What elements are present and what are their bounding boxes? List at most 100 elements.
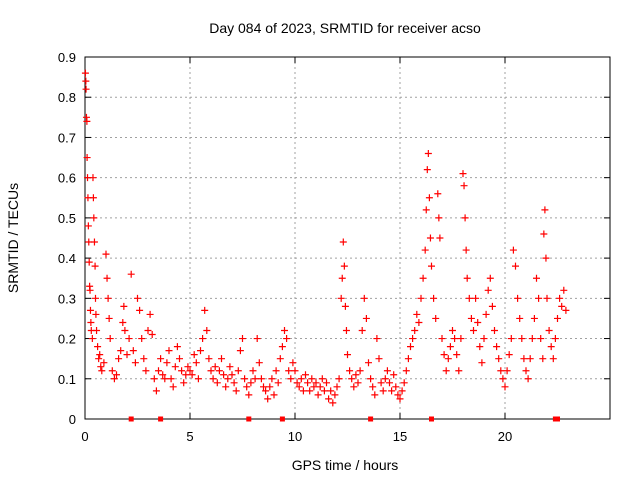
data-point <box>182 371 190 379</box>
data-point <box>367 375 375 383</box>
data-point <box>495 355 503 363</box>
data-point <box>524 375 532 383</box>
data-point <box>144 327 152 335</box>
data-point <box>434 190 442 198</box>
data-point <box>190 351 198 359</box>
data-point <box>96 351 104 359</box>
y-axis-label: SRMTID / TECUs <box>5 183 21 293</box>
data-point <box>318 375 326 383</box>
data-point <box>516 314 524 322</box>
data-point <box>203 327 211 335</box>
data-point <box>423 166 431 174</box>
data-point <box>228 371 236 379</box>
data-point <box>407 343 414 351</box>
data-point <box>338 274 346 282</box>
data-point <box>520 355 528 363</box>
data-point <box>480 335 488 343</box>
data-point <box>478 359 486 367</box>
data-point <box>436 234 444 242</box>
data-point <box>255 359 263 367</box>
data-point <box>87 318 95 326</box>
data-point <box>85 258 93 266</box>
data-point <box>430 294 438 302</box>
data-point <box>293 379 301 387</box>
data-point <box>236 347 244 355</box>
data-point <box>444 355 452 363</box>
data-point <box>373 335 381 343</box>
data-point <box>100 359 108 367</box>
data-point <box>81 69 89 77</box>
data-point <box>110 375 118 383</box>
data-point <box>184 363 192 371</box>
data-point <box>460 182 468 190</box>
y-tick-label: 0.3 <box>58 291 76 306</box>
data-point <box>161 375 169 383</box>
y-tick-label: 0.5 <box>58 211 76 226</box>
data-point <box>310 383 318 391</box>
data-point <box>281 327 288 335</box>
chart-title: Day 084 of 2023, SRMTID for receiver acs… <box>209 20 481 36</box>
data-point <box>316 383 324 391</box>
data-point <box>260 383 267 391</box>
data-point <box>218 355 225 363</box>
data-point <box>526 355 534 363</box>
data-point <box>470 327 477 335</box>
data-point <box>131 359 139 367</box>
data-point <box>272 367 280 375</box>
data-point <box>493 343 501 351</box>
data-point <box>105 314 113 322</box>
data-point <box>438 335 446 343</box>
data-point <box>421 246 429 254</box>
data-point <box>117 347 125 355</box>
data-point <box>98 367 106 375</box>
data-point <box>396 395 404 403</box>
data-point <box>213 379 221 387</box>
data-point <box>331 391 339 399</box>
baseline-point <box>158 416 164 422</box>
data-point <box>123 351 131 359</box>
data-point <box>425 194 433 202</box>
data-point <box>535 294 543 302</box>
data-point <box>537 335 545 343</box>
data-point <box>360 294 368 302</box>
data-point <box>327 387 335 395</box>
data-point <box>103 274 111 282</box>
data-point <box>249 367 257 375</box>
y-tick-label: 0.1 <box>58 372 76 387</box>
data-point <box>302 371 309 379</box>
data-point <box>339 238 347 246</box>
data-point <box>560 286 568 294</box>
data-point <box>329 399 337 407</box>
x-tick-label: 0 <box>81 429 88 444</box>
data-point <box>92 294 99 302</box>
data-point <box>446 343 454 351</box>
data-point <box>467 314 475 322</box>
data-point <box>533 274 540 282</box>
data-point <box>306 387 314 395</box>
data-point <box>94 343 102 351</box>
data-point <box>106 335 114 343</box>
data-point <box>518 335 526 343</box>
data-point <box>152 387 160 395</box>
data-point <box>488 302 496 310</box>
data-point <box>253 335 261 343</box>
data-point <box>165 347 173 355</box>
data-point <box>362 314 370 322</box>
data-point <box>157 355 165 363</box>
data-point <box>148 331 156 339</box>
data-point <box>176 355 183 363</box>
x-axis-label: GPS time / hours <box>292 457 399 473</box>
data-point <box>82 77 90 85</box>
baseline-point <box>368 416 374 422</box>
data-point <box>89 194 97 202</box>
data-point <box>344 351 351 359</box>
data-point <box>180 379 188 387</box>
data-point <box>220 371 228 379</box>
data-point <box>159 371 167 379</box>
grid-lines <box>85 57 610 419</box>
data-point <box>262 387 270 395</box>
x-tick-label: 15 <box>393 429 407 444</box>
data-point <box>169 383 177 391</box>
data-point <box>287 375 295 383</box>
data-point <box>381 375 389 383</box>
